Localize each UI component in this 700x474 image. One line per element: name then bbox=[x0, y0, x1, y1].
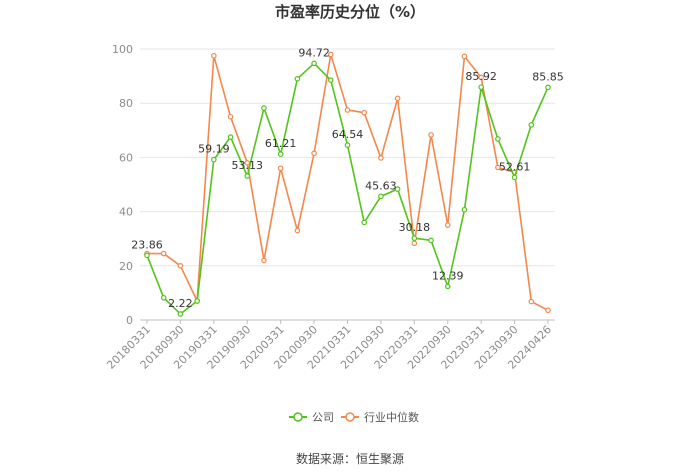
y-tick-label: 100 bbox=[112, 43, 133, 56]
data-label: 45.63 bbox=[365, 179, 397, 192]
data-point[interactable] bbox=[144, 252, 150, 259]
axes: 0204060801002018033120180930201903312019… bbox=[104, 43, 555, 372]
legend-label: 行业中位数 bbox=[364, 410, 419, 424]
y-tick-label: 0 bbox=[126, 314, 133, 327]
data-point[interactable] bbox=[428, 237, 434, 244]
data-point[interactable] bbox=[378, 193, 384, 200]
data-point[interactable] bbox=[528, 122, 535, 128]
data-point[interactable] bbox=[227, 134, 234, 140]
data-point[interactable] bbox=[160, 250, 167, 257]
data-point[interactable] bbox=[344, 107, 351, 113]
data-point[interactable] bbox=[461, 53, 468, 60]
data-point[interactable] bbox=[194, 298, 200, 304]
series-company bbox=[144, 60, 551, 317]
data-point[interactable] bbox=[478, 74, 484, 81]
source-note: 数据来源：恒生聚源 bbox=[296, 451, 404, 466]
data-point[interactable] bbox=[528, 298, 535, 305]
data-label: 94.72 bbox=[298, 46, 330, 59]
data-label: 23.86 bbox=[131, 238, 163, 251]
data-label: 52.61 bbox=[499, 160, 531, 173]
data-label: 30.18 bbox=[399, 221, 431, 234]
legend-swatch-marker bbox=[345, 412, 355, 422]
series-line bbox=[146, 62, 549, 315]
series-industry-median bbox=[144, 51, 551, 314]
data-point[interactable] bbox=[327, 51, 334, 58]
data-label: 85.85 bbox=[532, 70, 564, 83]
y-tick-label: 40 bbox=[119, 206, 133, 219]
chart-title: 市盈率历史分位（%） bbox=[275, 3, 425, 21]
data-label: 59.19 bbox=[198, 143, 230, 156]
data-point[interactable] bbox=[428, 132, 434, 138]
legend-item-company[interactable]: 公司 bbox=[289, 411, 334, 424]
data-point[interactable] bbox=[277, 151, 284, 157]
data-point[interactable] bbox=[478, 84, 484, 90]
data-point[interactable] bbox=[294, 76, 301, 82]
data-point[interactable] bbox=[211, 52, 217, 59]
data-point[interactable] bbox=[227, 113, 234, 120]
legend-swatch-marker bbox=[293, 412, 303, 422]
data-label: 12.39 bbox=[432, 269, 464, 282]
legend[interactable]: 公司 行业中位数 bbox=[289, 410, 419, 424]
data-point[interactable] bbox=[495, 136, 501, 142]
series-layer bbox=[144, 51, 551, 317]
data-point[interactable] bbox=[495, 164, 501, 171]
y-tick-label: 80 bbox=[119, 97, 133, 110]
data-point[interactable] bbox=[177, 311, 184, 317]
y-tick-label: 60 bbox=[119, 151, 133, 164]
data-point[interactable] bbox=[361, 219, 368, 226]
data-point[interactable] bbox=[244, 173, 251, 179]
data-point[interactable] bbox=[461, 206, 468, 213]
y-tick-label: 20 bbox=[119, 260, 133, 273]
data-point[interactable] bbox=[444, 283, 451, 290]
data-point[interactable] bbox=[444, 222, 451, 228]
data-point[interactable] bbox=[511, 174, 518, 181]
series-line bbox=[147, 53, 549, 311]
data-label: 85.92 bbox=[465, 70, 497, 83]
data-point[interactable] bbox=[411, 235, 418, 242]
data-point[interactable] bbox=[394, 95, 401, 102]
data-point[interactable] bbox=[378, 155, 384, 161]
data-point[interactable] bbox=[545, 307, 551, 314]
data-point[interactable] bbox=[327, 77, 334, 83]
data-label: 53.13 bbox=[232, 159, 264, 172]
data-point[interactable] bbox=[311, 60, 317, 67]
data-point[interactable] bbox=[361, 109, 368, 116]
data-label: 64.54 bbox=[332, 128, 364, 141]
data-label: 61.21 bbox=[265, 137, 297, 150]
data-point[interactable] bbox=[160, 294, 167, 301]
data-point[interactable] bbox=[277, 165, 284, 172]
legend-label: 公司 bbox=[312, 411, 334, 424]
data-point[interactable] bbox=[261, 257, 267, 264]
data-point[interactable] bbox=[177, 262, 184, 269]
legend-item-industry-median[interactable]: 行业中位数 bbox=[341, 410, 419, 424]
data-label: 2.22 bbox=[168, 297, 193, 310]
data-point[interactable] bbox=[411, 240, 418, 247]
data-point[interactable] bbox=[311, 150, 317, 157]
data-point[interactable] bbox=[261, 105, 267, 111]
data-point[interactable] bbox=[394, 186, 401, 192]
data-point[interactable] bbox=[294, 227, 301, 234]
data-point[interactable] bbox=[344, 142, 351, 148]
data-point[interactable] bbox=[211, 156, 217, 163]
data-point[interactable] bbox=[244, 160, 251, 166]
data-point[interactable] bbox=[545, 84, 551, 91]
